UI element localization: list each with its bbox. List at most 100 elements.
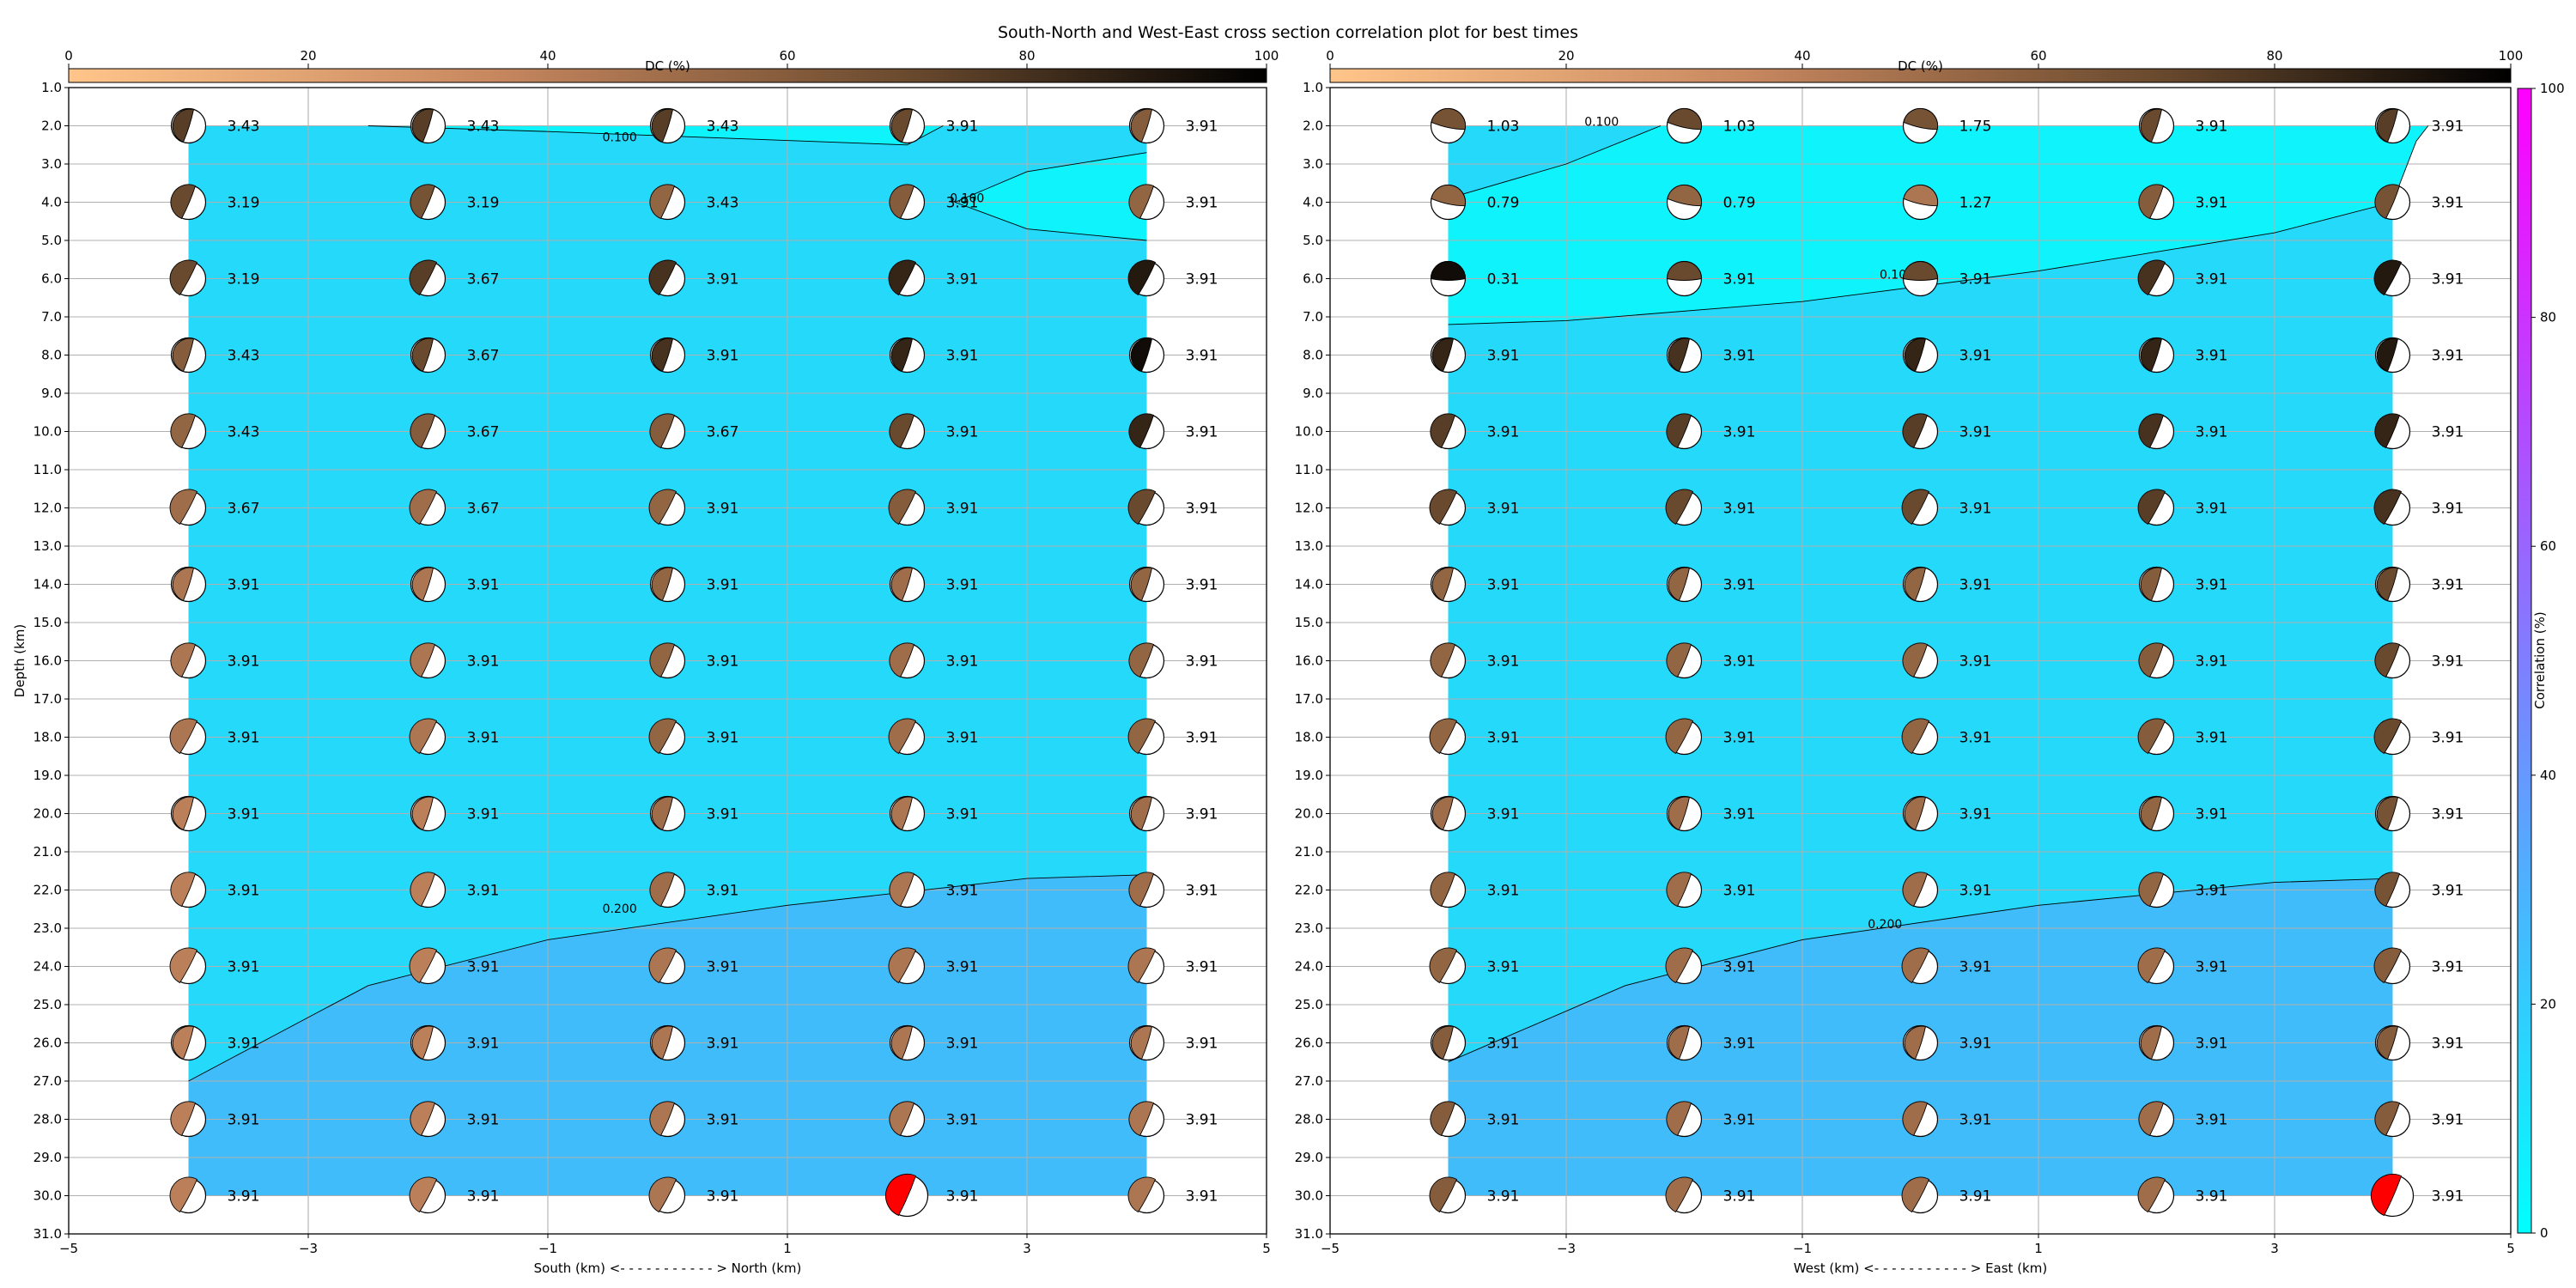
- focal-mechanism: [1430, 260, 1467, 297]
- beachball-compressional-quadrant: [1667, 261, 1702, 281]
- y-tick-label: 8.0: [41, 348, 62, 363]
- x-tick-label: −3: [1557, 1241, 1576, 1256]
- y-tick-label: 25.0: [1295, 997, 1323, 1012]
- cell-value: 3.91: [1959, 883, 1992, 900]
- beachball-compressional-quadrant: [1127, 1176, 1157, 1213]
- beachball-compressional-quadrant: [2370, 1174, 2403, 1217]
- focal-mechanism: [1430, 795, 1467, 832]
- beachball-compressional-quadrant: [172, 796, 195, 831]
- cell-value: 3.91: [707, 501, 739, 518]
- focal-mechanism: [1128, 872, 1165, 908]
- beachball-compressional-quadrant: [1902, 872, 1929, 908]
- y-tick-label: 24.0: [33, 959, 62, 975]
- cell-value: 3.91: [946, 883, 979, 900]
- cell-value: 0.79: [1487, 195, 1520, 212]
- focal-mechanism: [1128, 1024, 1165, 1061]
- beachball-compressional-quadrant: [2140, 567, 2163, 602]
- focal-mechanism: [1666, 1024, 1703, 1061]
- cell-value: 3.91: [228, 730, 260, 747]
- focal-mechanism: [648, 1176, 686, 1214]
- beachball-compressional-quadrant: [1668, 337, 1691, 373]
- beachball-compressional-quadrant: [1904, 1025, 1927, 1060]
- focal-mechanism: [888, 489, 926, 526]
- y-tick-label: 14.0: [1295, 577, 1323, 592]
- focal-mechanism: [649, 184, 686, 221]
- cell-value: 3.91: [2196, 883, 2228, 900]
- y-tick-label: 22.0: [33, 883, 62, 898]
- contour-line-3: [188, 874, 1147, 1082]
- focal-mechanism: [2138, 566, 2175, 603]
- cell-value: 3.91: [1959, 730, 1992, 747]
- focal-mechanism: [1430, 413, 1467, 450]
- cell-value: 3.91: [1487, 1188, 1520, 1206]
- cell-value: 3.91: [228, 806, 260, 823]
- focal-mechanism: [2137, 1176, 2175, 1214]
- focal-mechanism: [2138, 795, 2175, 832]
- focal-mechanism: [1666, 795, 1703, 832]
- beachball-compressional-quadrant: [2374, 184, 2401, 220]
- beachball-compressional-quadrant: [651, 1025, 674, 1060]
- focal-mechanism: [1128, 337, 1165, 374]
- cell-value: 3.91: [1186, 118, 1218, 136]
- beachball-compressional-quadrant: [1429, 718, 1458, 755]
- focal-mechanism: [889, 1024, 926, 1061]
- focal-mechanism: [1901, 947, 1939, 985]
- focal-mechanism: [889, 872, 926, 908]
- y-tick-label: 28.0: [1295, 1112, 1323, 1127]
- beachball-compressional-quadrant: [1430, 413, 1456, 449]
- beachball-compressional-quadrant: [1668, 567, 1691, 602]
- focal-mechanism: [2374, 337, 2411, 374]
- focal-mechanism: [170, 872, 207, 908]
- x-tick-label: 3: [2270, 1241, 2279, 1256]
- panel-1: 1.0 2.0 3.0 4.0 5.0 6.0 7.0 8.0 9.0 10.0 11.0 12.0 1…: [12, 48, 1279, 1276]
- focal-mechanism: [648, 718, 686, 756]
- beachball-compressional-quadrant: [1666, 1101, 1692, 1137]
- beachball-compressional-quadrant: [889, 872, 915, 908]
- beachball-compressional-quadrant: [2140, 1025, 2163, 1060]
- beachball-compressional-quadrant: [1128, 1101, 1155, 1137]
- beachball-compressional-quadrant: [410, 184, 436, 220]
- beachball-compressional-quadrant: [2137, 947, 2166, 984]
- cell-value: 3.91: [946, 501, 979, 518]
- beachball-compressional-quadrant: [1431, 261, 1466, 281]
- focal-mechanism: [170, 1024, 207, 1061]
- beachball-compressional-quadrant: [1431, 337, 1455, 373]
- cell-value: 1.27: [1959, 195, 1992, 212]
- focal-mechanism: [1902, 260, 1939, 297]
- focal-mechanism: [2137, 259, 2175, 297]
- focal-mechanism: [1429, 718, 1467, 756]
- beachball-compressional-quadrant: [1665, 947, 1694, 984]
- focal-mechanism: [888, 947, 926, 985]
- focal-mechanism: [1902, 337, 1939, 374]
- cell-value: 3.91: [2196, 577, 2228, 594]
- x-axis-label: South (km) <- - - - - - - - - - - > Nort…: [534, 1261, 802, 1276]
- cell-value: 3.91: [2196, 806, 2228, 823]
- dc-colorbar-bar: [1329, 68, 2512, 83]
- beachball-compressional-quadrant: [1665, 489, 1694, 526]
- cell-value: 3.19: [228, 195, 260, 212]
- y-tick-label: 13.0: [33, 538, 62, 554]
- y-tick-label: 18.0: [33, 730, 62, 745]
- cell-value: 1.75: [1959, 118, 1992, 136]
- beachball-compressional-quadrant: [648, 1176, 677, 1213]
- focal-mechanism: [1128, 413, 1165, 450]
- beachball-compressional-quadrant: [649, 872, 676, 908]
- beachball-compressional-quadrant: [2373, 259, 2403, 296]
- y-tick-label: 21.0: [33, 844, 62, 860]
- y-tick-label: 10.0: [33, 424, 62, 440]
- dc-colorbar-label: DC (%): [1898, 58, 1943, 74]
- beachball-compressional-quadrant: [1430, 642, 1456, 678]
- y-tick-label: 31.0: [1295, 1226, 1323, 1242]
- cell-value: 3.91: [946, 118, 979, 136]
- focal-mechanism: [1128, 107, 1165, 144]
- beachball-compressional-quadrant: [410, 642, 436, 678]
- y-tick-label: 7.0: [41, 309, 62, 325]
- beachball-compressional-quadrant: [1127, 489, 1157, 526]
- focal-mechanism: [1666, 260, 1703, 297]
- y-tick-label: 17.0: [1295, 691, 1323, 707]
- cell-value: 3.43: [467, 118, 500, 136]
- beachball-compressional-quadrant: [1903, 185, 1938, 207]
- beachball-compressional-quadrant: [1904, 337, 1927, 373]
- focal-mechanism: [889, 642, 926, 679]
